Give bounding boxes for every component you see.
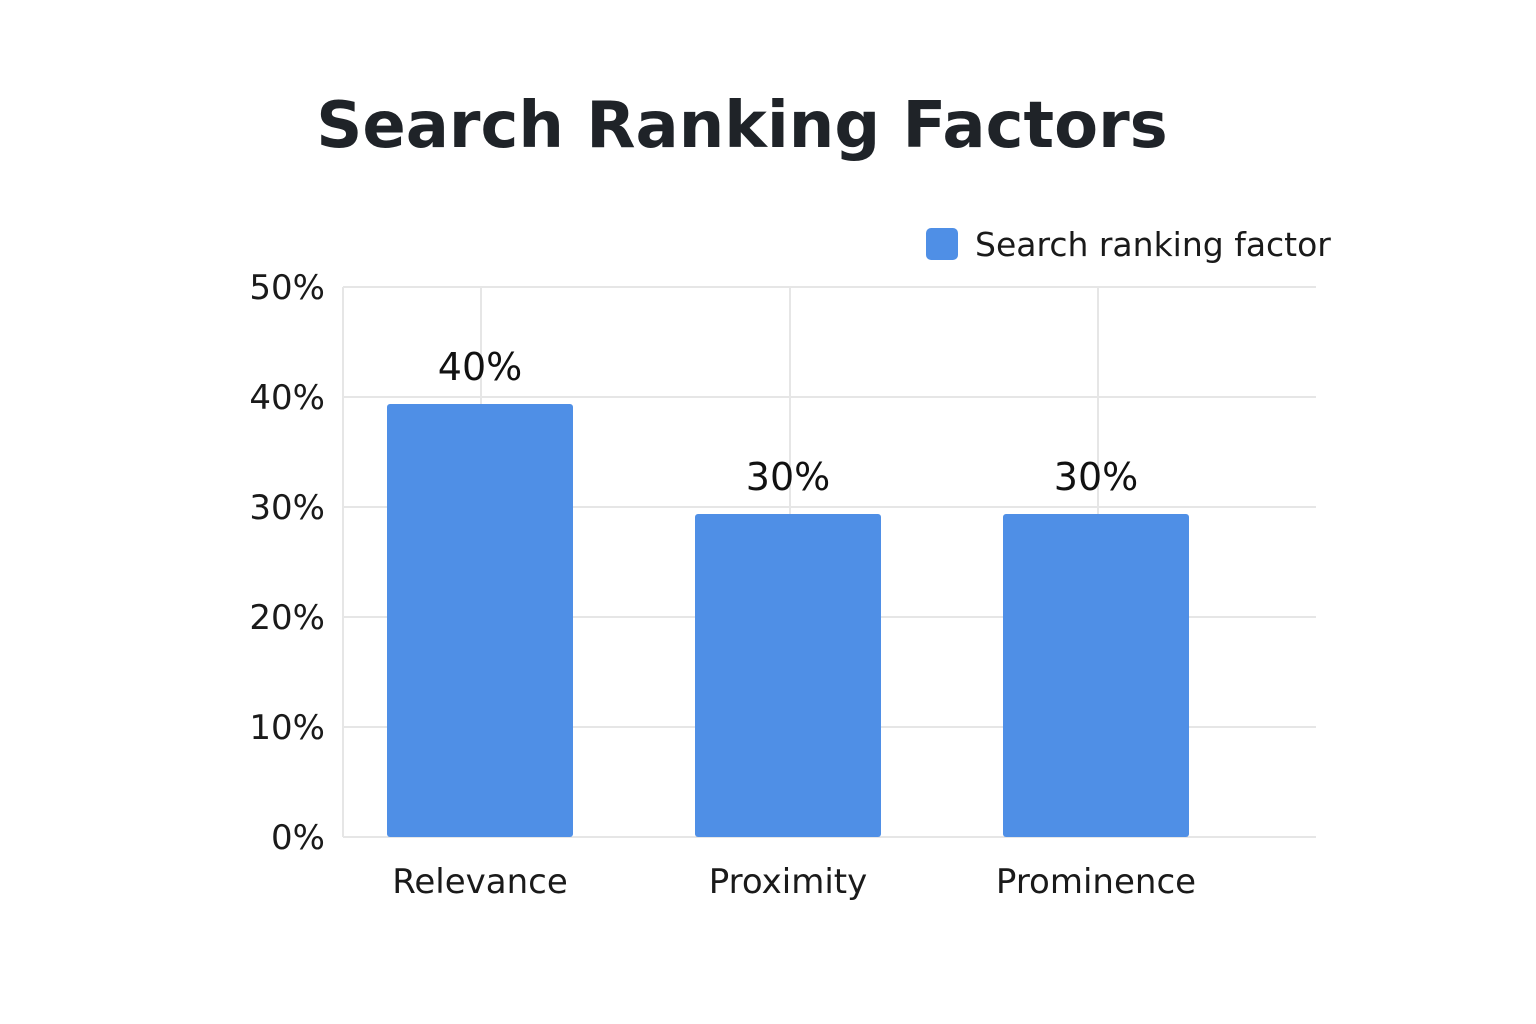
y-axis-ticks: 0% 10% 20% 30% 40% 50% — [249, 268, 325, 858]
x-axis-ticks: Relevance Proximity Prominence — [392, 862, 1196, 902]
data-label: 30% — [1054, 455, 1138, 499]
y-tick-label: 40% — [249, 378, 325, 418]
data-labels: 40% 30% 30% — [438, 345, 1138, 499]
bar-prominence — [1003, 514, 1189, 837]
y-tick-label: 50% — [249, 268, 325, 308]
x-tick-label: Relevance — [392, 862, 568, 902]
bars — [387, 404, 1189, 837]
y-tick-label: 30% — [249, 488, 325, 528]
y-tick-label: 0% — [271, 818, 325, 858]
legend: Search ranking factor — [926, 225, 1331, 264]
legend-label: Search ranking factor — [975, 225, 1331, 264]
chart-title: Search Ranking Factors — [316, 89, 1168, 163]
bar-proximity — [695, 514, 881, 837]
data-label: 30% — [746, 455, 830, 499]
data-label: 40% — [438, 345, 522, 389]
y-tick-label: 10% — [249, 708, 325, 748]
bar-relevance — [387, 404, 573, 837]
legend-swatch — [926, 228, 958, 260]
y-tick-label: 20% — [249, 598, 325, 638]
x-tick-label: Prominence — [996, 862, 1196, 902]
x-tick-label: Proximity — [709, 862, 867, 902]
